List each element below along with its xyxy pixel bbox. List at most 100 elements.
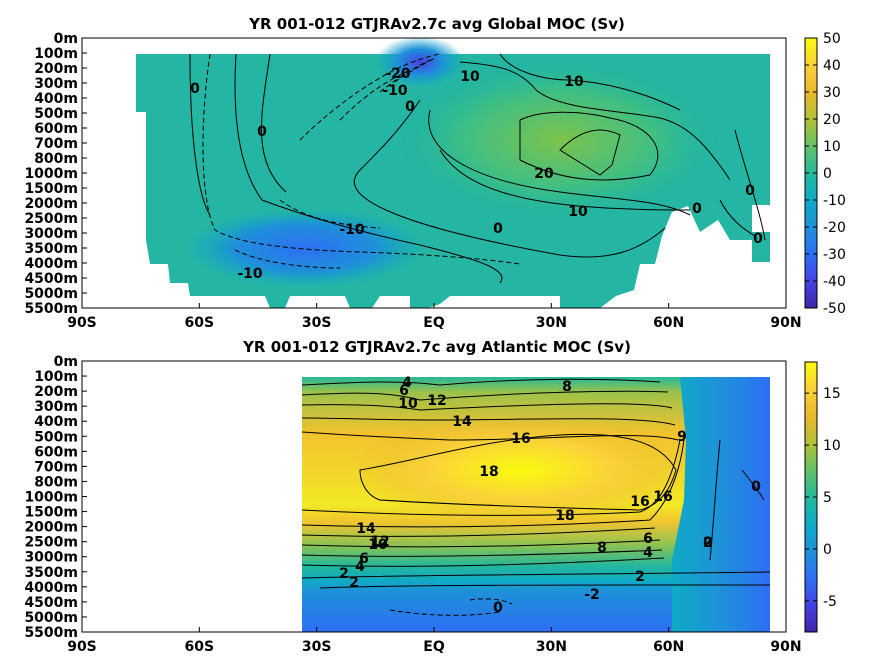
atlantic-y-tick-label: 800m — [34, 474, 78, 490]
global-x-tick-label: EQ — [423, 315, 445, 331]
atlantic-x-tick-label: 30N — [536, 639, 567, 655]
atlantic-contour-label: 4 — [643, 545, 653, 561]
atlantic-y-tick-label: 3500m — [24, 565, 78, 581]
global-y-tick-label: 1500m — [24, 181, 78, 197]
global-y-tick-label: 5500m — [24, 301, 78, 317]
atlantic-contour-label: 2 — [339, 566, 349, 582]
atlantic-contour-label: 4 — [402, 375, 412, 391]
atlantic-x-tick-label: 60S — [185, 639, 215, 655]
global-x-tick-label: 90S — [67, 315, 97, 331]
atlantic-contour-label: 2 — [703, 535, 713, 551]
global-x-tick-label: 90N — [770, 315, 801, 331]
global-colorbar-tick-label: -50 — [823, 301, 846, 317]
atlantic-colorbar-tick-label: 5 — [823, 490, 832, 506]
global-colorbar-tick-label: -10 — [823, 193, 846, 209]
atlantic-contour-label: 2 — [349, 575, 359, 591]
atlantic-contour-label: 12 — [427, 393, 446, 409]
global-y-tick-label: 1000m — [24, 166, 78, 182]
global-contour-label: 0 — [753, 231, 763, 247]
global-colorbar-tick-label: -40 — [823, 274, 846, 290]
global-y-tick-label: 700m — [34, 136, 78, 152]
atlantic-moc-field — [82, 361, 786, 632]
global-moc-contours-dashed — [202, 53, 521, 269]
global-moc-x-ticks: 90S 60S 30S EQ 30N 60N 90N — [67, 303, 802, 331]
global-x-tick-label: 30N — [536, 315, 567, 331]
global-moc-north-cell — [400, 60, 720, 220]
atlantic-contour-label: 10 — [398, 396, 418, 412]
global-colorbar-tick-label: 50 — [823, 31, 841, 47]
atlantic-contour-label: 12 — [370, 534, 389, 550]
atlantic-contour-label: 18 — [555, 508, 574, 524]
global-colorbar-tick-label: 0 — [823, 166, 832, 182]
global-moc-contours — [189, 53, 766, 284]
atlantic-moc-north-region — [672, 377, 770, 632]
atlantic-x-tick-label: EQ — [423, 639, 445, 655]
global-y-tick-label: 300m — [34, 76, 78, 92]
global-y-tick-label: 100m — [34, 46, 78, 62]
atlantic-y-tick-label: 4000m — [24, 580, 78, 596]
atlantic-y-tick-label: 100m — [34, 369, 78, 385]
atlantic-contour-label: 8 — [562, 379, 572, 395]
atlantic-contour-label: 14 — [452, 414, 472, 430]
global-contour-label: -20 — [385, 66, 411, 82]
global-colorbar-tick-label: -20 — [823, 220, 846, 236]
global-y-tick-label: 500m — [34, 106, 78, 122]
atlantic-contour-label: 6 — [643, 531, 653, 547]
global-moc-colorbar-ticks: 50 40 30 20 10 0 -10 -20 -30 -40 -50 — [805, 31, 846, 317]
atlantic-contour-label: 16 — [511, 431, 530, 447]
atlantic-y-tick-label: 4500m — [24, 595, 78, 611]
global-y-tick-label: 3500m — [24, 241, 78, 257]
global-moc-panel: YR 001-012 GTJRAv2.7c avg Global MOC (Sv… — [24, 15, 845, 331]
global-contour-label: 0 — [257, 124, 267, 140]
global-y-tick-label: 5000m — [24, 286, 78, 302]
global-contour-label: 0 — [190, 81, 200, 97]
atlantic-y-tick-label: 3000m — [24, 550, 78, 566]
global-y-tick-label: 4500m — [24, 271, 78, 287]
atlantic-moc-core — [350, 415, 690, 525]
atlantic-contour-label: 8 — [597, 540, 607, 556]
atlantic-y-tick-label: 0m — [54, 354, 78, 370]
global-y-tick-label: 2000m — [24, 196, 78, 212]
atlantic-colorbar-tick-label: 10 — [823, 438, 841, 454]
global-moc-title: YR 001-012 GTJRAv2.7c avg Global MOC (Sv… — [248, 15, 625, 33]
global-contour-label: 10 — [564, 74, 584, 90]
global-y-tick-label: 3000m — [24, 226, 78, 242]
atlantic-contour-label: 18 — [479, 464, 498, 480]
global-y-tick-label: 200m — [34, 61, 78, 77]
atlantic-contour-label: 16 — [630, 494, 649, 510]
atlantic-moc-contours-dashed — [389, 598, 513, 616]
atlantic-y-tick-label: 5000m — [24, 610, 78, 626]
global-colorbar-tick-label: 20 — [823, 112, 841, 128]
global-y-tick-label: 2500m — [24, 211, 78, 227]
global-contour-label: -10 — [382, 83, 408, 99]
global-contour-label: 0 — [692, 201, 702, 217]
atlantic-moc-y-ticks: 0m100m200m300m400m500m600m700m800m1000m1… — [24, 354, 87, 641]
atlantic-x-tick-label: 90N — [770, 639, 801, 655]
atlantic-contour-label: 9 — [677, 429, 687, 445]
global-contour-label: 0 — [493, 221, 503, 237]
global-contour-label: -10 — [237, 266, 263, 282]
global-y-tick-label: 600m — [34, 121, 78, 137]
global-colorbar-tick-label: 30 — [823, 85, 841, 101]
atlantic-y-tick-label: 300m — [34, 399, 78, 415]
atlantic-colorbar-tick-label: 0 — [823, 542, 832, 558]
atlantic-contour-label: 2 — [635, 569, 645, 585]
atlantic-moc-title: YR 001-012 GTJRAv2.7c avg Atlantic MOC (… — [242, 338, 631, 356]
atlantic-contour-label: 6 — [359, 551, 369, 567]
atlantic-y-tick-label: 700m — [34, 459, 78, 475]
atlantic-y-tick-label: 500m — [34, 429, 78, 445]
global-contour-label: 10 — [568, 204, 588, 220]
atlantic-contour-label: 0 — [703, 535, 713, 551]
atlantic-colorbar-tick-label: 15 — [823, 386, 841, 402]
atlantic-contour-label: 16 — [653, 489, 672, 505]
atlantic-y-tick-label: 400m — [34, 414, 78, 430]
atlantic-moc-contours — [301, 378, 771, 589]
atlantic-x-tick-label: 60N — [653, 639, 684, 655]
global-x-tick-label: 30S — [302, 315, 332, 331]
global-moc-y-ticks: 0m100m200m300m400m500m600m700m800m1000m1… — [24, 31, 87, 317]
atlantic-y-tick-label: 1500m — [24, 505, 78, 521]
global-x-tick-label: 60N — [653, 315, 684, 331]
global-colorbar-tick-label: 40 — [823, 58, 841, 74]
atlantic-contour-label: -2 — [584, 587, 600, 603]
